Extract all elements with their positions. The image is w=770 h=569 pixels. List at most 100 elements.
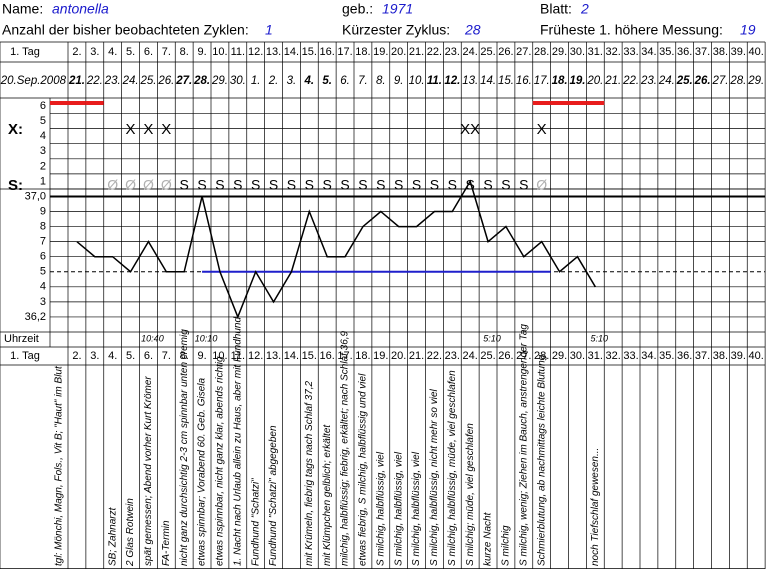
day-number: 2. (72, 350, 81, 362)
date: 23. (640, 75, 657, 87)
mucus-mark: S (501, 177, 510, 193)
mucus-mark: S (358, 177, 367, 193)
day-number: 35. (659, 46, 674, 58)
note: spät gemessen; Abend vorher Kurt Krömer (143, 376, 154, 566)
day-number: 34. (641, 350, 656, 362)
day-number: 4. (108, 350, 117, 362)
level-tick-label: 4 (40, 130, 46, 142)
day-number: 13. (266, 46, 281, 58)
date: 16. (516, 75, 532, 87)
level-tick-label: 2 (40, 160, 46, 172)
x-label: X: (8, 121, 23, 138)
y-tick-label: 9 (40, 205, 46, 217)
date: 29. (211, 75, 228, 87)
note: FA-Termin (161, 520, 172, 566)
day-number: 21. (409, 350, 424, 362)
day-number: 4. (108, 46, 117, 58)
note: mit Krümeln, fiebrig tags nach Schlaf 37… (304, 380, 315, 566)
mucus-mark: S (180, 177, 189, 193)
note: Fundhund "Schatzi" (250, 478, 261, 566)
date: 17. (534, 75, 550, 87)
day-number: 32. (606, 350, 621, 362)
shortest-label: Kürzester Zyklus: (342, 22, 450, 38)
mucus-mark: S (233, 177, 242, 193)
day-number: 33. (623, 46, 638, 58)
day-number: 27. (516, 350, 531, 362)
day-number: 33. (623, 350, 638, 362)
earliest: 19 (740, 22, 756, 38)
day-number: 29. (552, 46, 567, 58)
day-number: 26. (498, 350, 513, 362)
date: 30. (230, 75, 246, 87)
mucus-mark: Ø (143, 177, 154, 193)
time: 10:10 (195, 333, 218, 343)
note: S milchig, halbflüssig, viel (411, 451, 422, 566)
shortest: 28 (464, 22, 481, 38)
day-number: 39. (731, 46, 746, 58)
date: 1. (251, 75, 261, 87)
mucus-mark: S (305, 177, 314, 193)
x-mark: X (537, 121, 547, 138)
mucus-mark: Ø (536, 177, 547, 193)
date: 22. (86, 75, 103, 87)
day-label: 1. Tag (10, 46, 40, 58)
date: 24. (122, 75, 139, 87)
note: etwas spinnbar; Vorabend 60. Geb. Gisela (197, 377, 208, 566)
date: 28. (729, 75, 746, 87)
date: 23. (104, 75, 121, 87)
note: milchig, halbflüssig; fiebrig, erkältet;… (340, 330, 351, 566)
day-number: 8. (180, 350, 189, 362)
day-number: 36. (677, 350, 692, 362)
date: 3. (287, 75, 297, 87)
day-number: 8. (180, 46, 189, 58)
day-number: 12. (248, 350, 263, 362)
mucus-mark: S (394, 177, 403, 193)
y-tick-label: 5 (40, 266, 46, 278)
cycles: 1 (265, 22, 273, 38)
day-number: 40. (749, 46, 764, 58)
day-number: 5. (126, 350, 135, 362)
date: 13. (462, 75, 478, 87)
time: 5:10 (591, 333, 609, 343)
day-number: 39. (731, 350, 746, 362)
born: 1971 (382, 1, 413, 17)
day-number: 37. (695, 350, 710, 362)
date: 15. (498, 75, 514, 87)
y-tick-label: 37,0 (25, 190, 46, 202)
time: 10:40 (141, 333, 164, 343)
date: 27. (711, 75, 728, 87)
date: 8. (376, 75, 386, 87)
mucus-mark: S (448, 177, 457, 193)
day-number: 29. (552, 350, 567, 362)
mucus-mark: S (519, 177, 528, 193)
day-number: 11. (231, 350, 245, 362)
time-label: Uhrzeit (4, 333, 39, 345)
day-number: 19. (373, 46, 388, 58)
note: S milchig, halbflüssig, nicht mehr so vi… (429, 388, 440, 566)
level-tick-label: 6 (40, 100, 46, 112)
mucus-mark: Ø (161, 177, 172, 193)
day-number: 12. (248, 46, 263, 58)
date: 6. (340, 75, 350, 87)
day-number: 30. (570, 350, 585, 362)
day-number: 14. (284, 350, 299, 362)
bleeding-bar (568, 101, 587, 105)
date: 14. (480, 75, 496, 87)
day-number: 7. (162, 46, 171, 58)
day-number: 16. (320, 46, 335, 58)
day-number: 17. (337, 350, 352, 362)
bleeding-bar (586, 101, 605, 105)
day-number: 26. (498, 46, 513, 58)
note: mit Klümpchen gelblich; erkältet (322, 424, 333, 566)
day-label: 1. Tag (10, 350, 40, 362)
date: 25. (676, 75, 693, 87)
date: 12. (444, 75, 460, 87)
date: 4. (304, 75, 315, 87)
date: 9. (394, 75, 404, 87)
day-number: 25. (480, 350, 495, 362)
x-mark: X (143, 121, 153, 138)
day-number: 2. (72, 46, 81, 58)
note: S milchig, halbflüssig, viel (393, 451, 404, 566)
sheet-label: Blatt: (540, 1, 572, 17)
